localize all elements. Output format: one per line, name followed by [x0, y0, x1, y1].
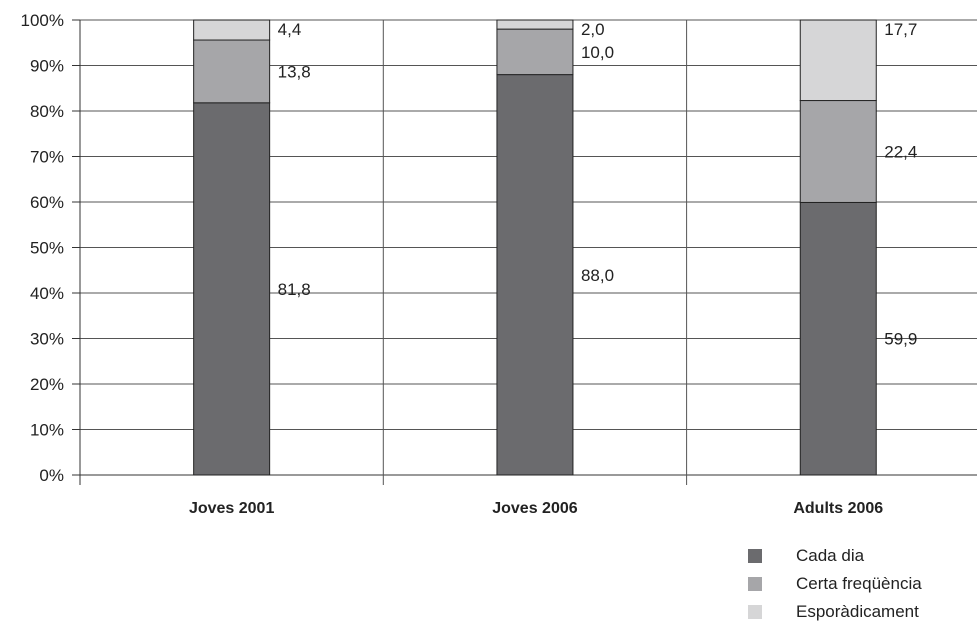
legend-item-esporadicament: Esporàdicament [748, 598, 922, 626]
data-label: 81,8 [278, 280, 311, 299]
data-label: 88,0 [581, 266, 614, 285]
y-tick-label: 80% [30, 102, 64, 121]
legend-item-cada-dia: Cada dia [748, 542, 922, 570]
category-label: Joves 2001 [189, 500, 275, 517]
legend-label-cada-dia: Cada dia [796, 546, 865, 565]
data-label: 10,0 [581, 43, 614, 62]
bar-segment [193, 39, 271, 104]
bar-segment [496, 74, 574, 476]
y-tick-label: 20% [30, 375, 64, 394]
data-label: 22,4 [884, 142, 917, 161]
y-tick-label: 60% [30, 193, 64, 212]
y-tick-label: 100% [21, 11, 64, 30]
legend-label-esporadicament: Esporàdicament [796, 602, 919, 621]
y-tick-label: 50% [30, 239, 64, 258]
y-tick-label: 40% [30, 284, 64, 303]
legend-item-certa-frequencia: Certa freqüència [748, 570, 922, 598]
bar-segment [193, 19, 271, 41]
legend: Cada dia Certa freqüència Esporàdicament [748, 542, 922, 626]
legend-swatch-certa-frequencia [748, 577, 762, 591]
category-label: Adults 2006 [793, 500, 883, 517]
bar-segment [496, 28, 574, 76]
y-tick-label: 90% [30, 57, 64, 76]
bar-segment [193, 102, 271, 476]
bar-segment [496, 19, 574, 30]
y-tick-label: 10% [30, 421, 64, 440]
data-label: 4,4 [278, 20, 302, 39]
legend-label-certa-frequencia: Certa freqüència [796, 574, 922, 593]
legend-swatch-esporadicament [748, 605, 762, 619]
data-label: 13,8 [278, 62, 311, 81]
bar-segment [799, 201, 877, 476]
y-tick-label: 30% [30, 330, 64, 349]
data-label: 17,7 [884, 20, 917, 39]
legend-swatch-cada-dia [748, 549, 762, 563]
data-label: 59,9 [884, 330, 917, 349]
bar-segment [799, 19, 877, 102]
bar-segment [799, 100, 877, 203]
category-label: Joves 2006 [492, 500, 578, 517]
y-tick-label: 70% [30, 148, 64, 167]
data-label: 2,0 [581, 20, 605, 39]
y-tick-label: 0% [39, 466, 64, 485]
